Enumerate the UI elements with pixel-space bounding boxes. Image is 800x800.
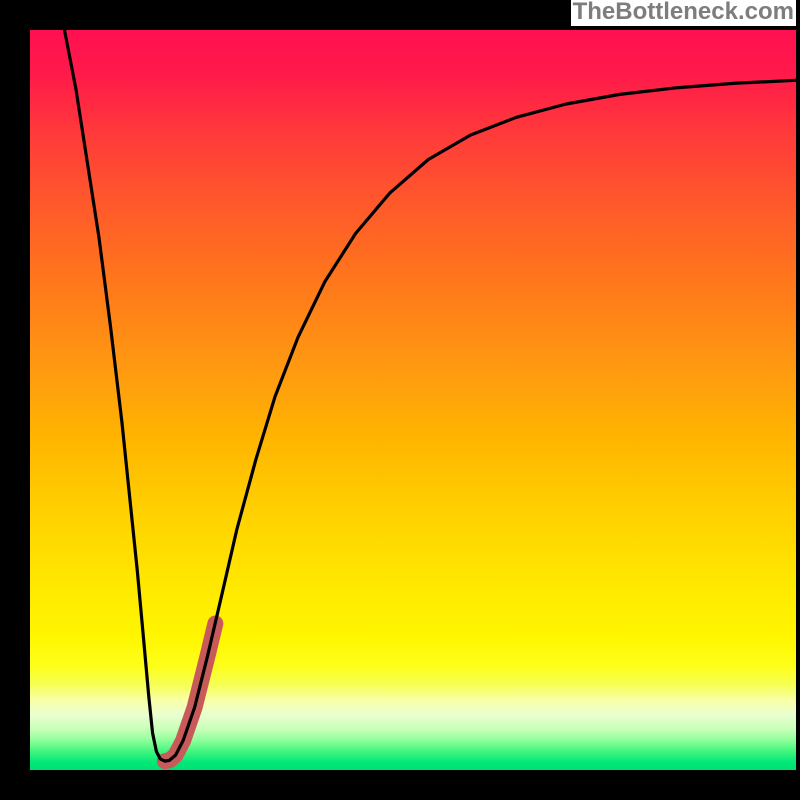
chart-svg (30, 30, 796, 770)
plot-area (30, 30, 796, 770)
watermark-text: TheBottleneck.com (571, 0, 796, 26)
chart-frame: TheBottleneck.com (0, 0, 800, 800)
